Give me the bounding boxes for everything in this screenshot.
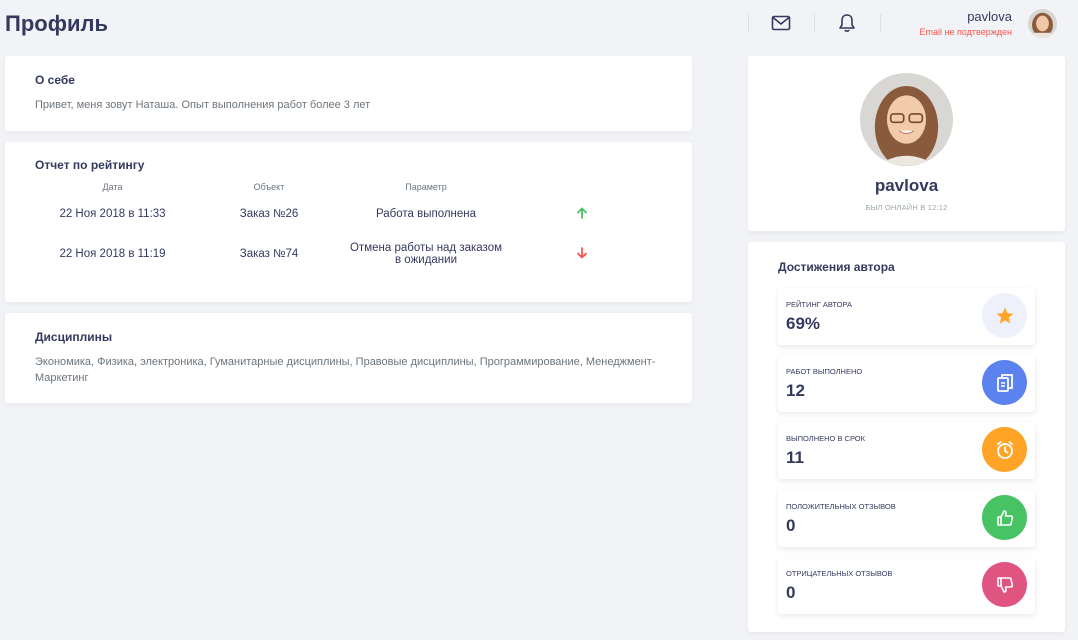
- topbar-divider: [814, 14, 815, 32]
- stat-on-time: Выполнено в срок 11: [778, 422, 1035, 479]
- profile-avatar: [860, 73, 953, 166]
- thumbs-up-icon: [982, 495, 1027, 540]
- row-object[interactable]: Заказ №26: [239, 208, 299, 220]
- thumbs-down-icon: [982, 562, 1027, 607]
- document-copy-icon: [982, 360, 1027, 405]
- topbar-divider: [748, 14, 749, 32]
- rating-title: Отчет по рейтингу: [35, 158, 145, 172]
- row-object[interactable]: Заказ №74: [239, 248, 299, 260]
- mail-icon[interactable]: [770, 12, 792, 34]
- stat-value: 0: [786, 516, 796, 535]
- column-header-parameter: Параметр: [405, 182, 447, 192]
- column-header-object: Объект: [253, 182, 285, 192]
- table-row: 22 Ноя 2018 в 11:19 Заказ №74 Отмена раб…: [35, 234, 659, 274]
- achievements-title: Достижения автора: [778, 260, 895, 274]
- stat-label: Положительных отзывов: [786, 502, 896, 511]
- stat-value: 0: [786, 583, 796, 602]
- online-status: Был онлайн в 12:12: [865, 203, 948, 212]
- about-text: Привет, меня зовут Наташа. Опыт выполнен…: [35, 99, 371, 111]
- alarm-clock-icon: [982, 427, 1027, 472]
- trend-down-icon: [504, 234, 659, 274]
- rating-table: Дата Объект Параметр 22 Ноя 2018 в 11:33…: [35, 180, 659, 274]
- page-title: Профиль: [5, 11, 108, 36]
- topbar-divider: [880, 14, 881, 32]
- about-card: О себе Привет, меня зовут Наташа. Опыт в…: [5, 56, 692, 131]
- row-parameter-line: в ожидании: [395, 254, 457, 266]
- profile-card: pavlova Был онлайн в 12:12: [748, 56, 1065, 231]
- trend-up-icon: [504, 194, 659, 234]
- stat-label: Рейтинг автора: [786, 300, 853, 309]
- bell-icon[interactable]: [836, 12, 858, 34]
- stat-works-completed: Работ выполнено 12: [778, 355, 1035, 412]
- row-parameter-line: Работа выполнена: [375, 208, 477, 220]
- stat-value: 12: [786, 381, 805, 400]
- stat-label: Работ выполнено: [786, 367, 863, 376]
- stat-value: 11: [786, 448, 804, 467]
- column-header-date: Дата: [102, 182, 123, 192]
- stat-label: Отрицательных отзывов: [786, 569, 893, 578]
- stat-negative-reviews: Отрицательных отзывов 0: [778, 557, 1035, 614]
- about-title: О себе: [35, 73, 75, 87]
- achievements-card: Достижения автора Рейтинг автора 69% Раб…: [748, 242, 1065, 632]
- disciplines-title: Дисциплины: [35, 330, 113, 344]
- row-date: 22 Ноя 2018 в 11:33: [59, 208, 166, 220]
- row-parameter: Работа выполнена: [348, 194, 504, 234]
- column-header-trend: [504, 180, 659, 194]
- profile-name: pavlova: [874, 176, 939, 195]
- row-parameter-line: Отмена работы над заказом: [349, 242, 503, 254]
- disciplines-text: Экономика, Физика, электроника, Гуманита…: [35, 356, 656, 384]
- star-icon: [982, 293, 1027, 338]
- row-parameter: Отмена работы над заказом в ожидании: [348, 234, 504, 274]
- avatar[interactable]: [1028, 9, 1057, 38]
- stat-label: Выполнено в срок: [786, 434, 865, 443]
- table-row: 22 Ноя 2018 в 11:33 Заказ №26 Работа вып…: [35, 194, 659, 234]
- email-status: Email не подтвержден: [919, 27, 1012, 37]
- disciplines-card: Дисциплины Экономика, Физика, электроник…: [5, 313, 692, 403]
- row-date: 22 Ноя 2018 в 11:19: [59, 248, 166, 260]
- rating-report-card: Отчет по рейтингу Дата Объект Параметр 2…: [5, 142, 692, 302]
- stat-author-rating: Рейтинг автора 69%: [778, 288, 1035, 345]
- stat-value: 69%: [786, 314, 821, 333]
- stat-positive-reviews: Положительных отзывов 0: [778, 490, 1035, 547]
- user-name[interactable]: pavlova: [967, 9, 1012, 24]
